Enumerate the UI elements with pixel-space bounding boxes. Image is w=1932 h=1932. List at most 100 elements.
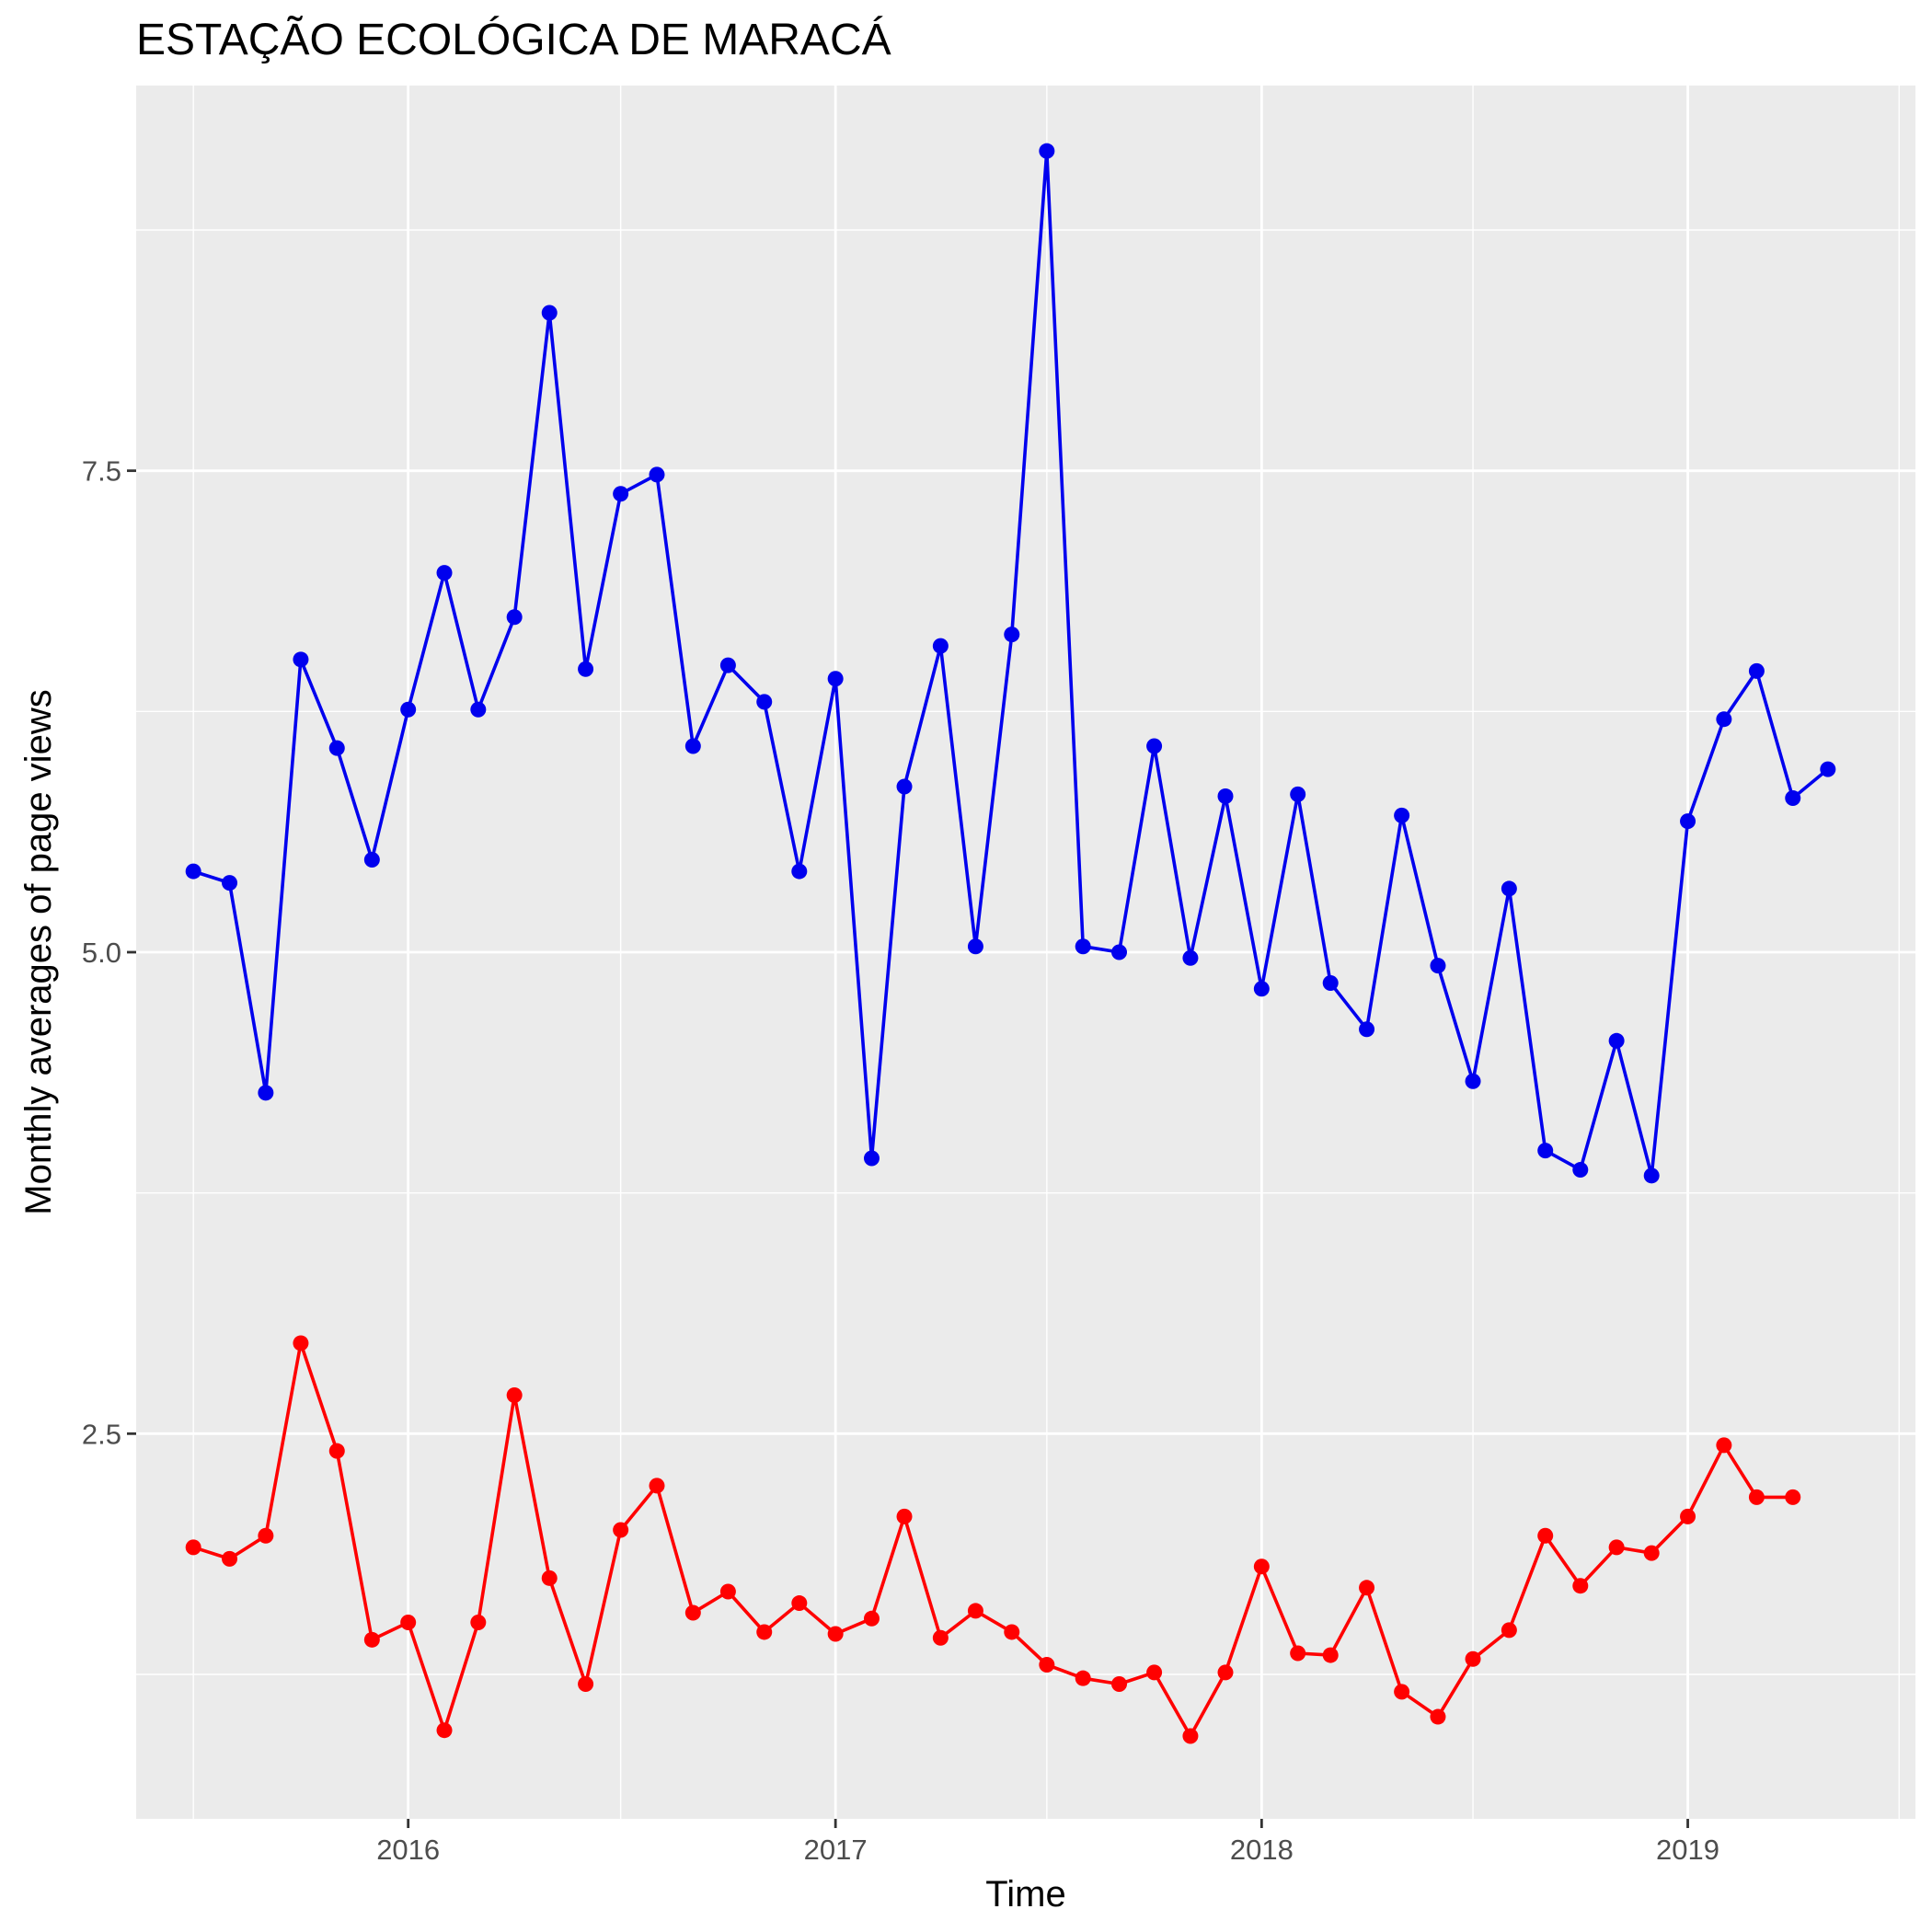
series-1 xyxy=(185,143,1836,1184)
series-1-point xyxy=(363,852,380,868)
series-2-point xyxy=(470,1614,487,1630)
series-1-point xyxy=(613,486,629,502)
series-1-point xyxy=(1004,627,1020,643)
series-1-point xyxy=(1111,944,1128,960)
series-2-point xyxy=(506,1386,523,1403)
y-axis-title: Monthly averages of page views xyxy=(18,689,59,1214)
series-2-point xyxy=(1217,1664,1234,1681)
series-1-point xyxy=(1075,938,1091,955)
series-2-point xyxy=(1004,1624,1020,1640)
series-1-point xyxy=(1290,786,1306,802)
series-2-point xyxy=(185,1539,201,1556)
series-2-point xyxy=(719,1583,736,1600)
series-1-point xyxy=(400,701,417,718)
major-gridlines xyxy=(136,86,1915,1819)
series-1-point xyxy=(1501,880,1517,897)
series-2-point xyxy=(1785,1489,1801,1505)
series-2-point xyxy=(541,1570,558,1586)
series-1-point xyxy=(1394,807,1410,823)
series-2-point xyxy=(222,1550,238,1567)
series-1-point xyxy=(1820,761,1836,777)
series-1-point xyxy=(1748,662,1765,679)
series-2-line xyxy=(192,1341,1793,1738)
series-1-point xyxy=(1217,788,1234,804)
series-1-point xyxy=(967,938,983,955)
series-2-point xyxy=(1643,1545,1660,1561)
series-2-point xyxy=(1465,1650,1481,1667)
series-1-point xyxy=(293,651,309,668)
chart-title: ESTAÇÃO ECOLÓGICA DE MARACÁ xyxy=(136,15,891,64)
x-tick-label: 2018 xyxy=(1230,1834,1294,1866)
series-1-point xyxy=(1465,1073,1481,1089)
series-1-point xyxy=(1253,981,1270,997)
series-2-point xyxy=(1253,1558,1270,1575)
series-1-point xyxy=(827,671,844,687)
series-2-point xyxy=(293,1335,309,1351)
series-2 xyxy=(185,1335,1801,1744)
series-1-point xyxy=(719,657,736,673)
series-1-point xyxy=(1680,813,1696,830)
series-1-point xyxy=(1359,1021,1375,1038)
series-1-point xyxy=(1643,1167,1660,1184)
series-1-point xyxy=(649,466,665,483)
series-2-point xyxy=(258,1527,274,1544)
series-1-point xyxy=(1146,738,1163,754)
series-2-point xyxy=(791,1595,808,1612)
series-1-point xyxy=(756,694,773,710)
series-2-point xyxy=(1537,1527,1554,1544)
series-2-point xyxy=(1394,1684,1410,1700)
series-1-point xyxy=(185,863,201,880)
y-axis: 2.5 5.0 7.5 xyxy=(82,455,136,1450)
series-2-point xyxy=(1608,1539,1625,1556)
series-1-point xyxy=(1716,711,1732,728)
series-1-point xyxy=(863,1150,880,1167)
series-2-point xyxy=(1748,1489,1765,1505)
series-2-point xyxy=(613,1522,629,1538)
series-2-point xyxy=(649,1478,665,1494)
series-1-point xyxy=(1608,1032,1625,1049)
series-2-point xyxy=(1680,1508,1696,1524)
series-2-point xyxy=(1075,1670,1091,1686)
series-1-point xyxy=(791,863,808,880)
series-2-point xyxy=(1039,1657,1055,1673)
series-2-point xyxy=(578,1675,594,1692)
series-2-point xyxy=(1182,1728,1199,1744)
series-2-point xyxy=(1430,1708,1446,1725)
series-1-point xyxy=(1039,143,1055,159)
series-2-point xyxy=(684,1604,701,1621)
series-1-point xyxy=(436,565,453,581)
series-2-point xyxy=(932,1629,949,1646)
series-1-point xyxy=(328,740,345,756)
series-2-point xyxy=(328,1443,345,1459)
series-1-point xyxy=(1537,1143,1554,1159)
series-2-point xyxy=(1322,1647,1339,1663)
series-1-point xyxy=(896,778,913,795)
y-tick-label: 7.5 xyxy=(82,455,121,488)
x-tick-label: 2017 xyxy=(804,1834,868,1866)
series-2-point xyxy=(436,1722,453,1739)
x-axis: 2016 2017 2018 2019 xyxy=(376,1819,1719,1866)
series-2-point xyxy=(896,1508,913,1524)
series-2-point xyxy=(756,1624,773,1640)
series-2-point xyxy=(967,1603,983,1619)
series-1-point xyxy=(506,609,523,626)
x-tick-label: 2019 xyxy=(1656,1834,1719,1866)
series-1-point xyxy=(684,738,701,754)
x-tick-label: 2016 xyxy=(376,1834,440,1866)
series-2-point xyxy=(1146,1664,1163,1681)
series-1-point xyxy=(1182,949,1199,966)
series-1-point xyxy=(1322,974,1339,991)
series-1-point xyxy=(541,305,558,321)
series-1-point xyxy=(1430,958,1446,974)
series-2-point xyxy=(1359,1580,1375,1596)
series-2-point xyxy=(363,1631,380,1648)
y-tick-label: 5.0 xyxy=(82,937,121,969)
series-2-point xyxy=(1572,1578,1589,1594)
series-2-point xyxy=(863,1610,880,1627)
series-2-point xyxy=(1716,1437,1732,1454)
series-2-point xyxy=(1111,1675,1128,1692)
series-2-point xyxy=(400,1614,417,1630)
series-layer xyxy=(185,143,1836,1744)
series-1-point xyxy=(932,638,949,654)
